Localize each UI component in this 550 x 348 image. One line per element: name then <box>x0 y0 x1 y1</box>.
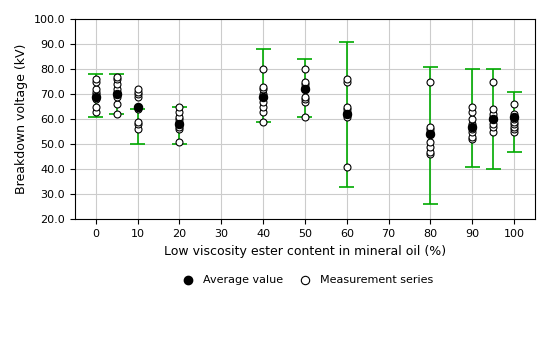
X-axis label: Low viscosity ester content in mineral oil (%): Low viscosity ester content in mineral o… <box>164 245 446 258</box>
Legend: Average value, Measurement series: Average value, Measurement series <box>173 271 437 290</box>
Y-axis label: Breakdown voltage (kV): Breakdown voltage (kV) <box>15 44 28 194</box>
